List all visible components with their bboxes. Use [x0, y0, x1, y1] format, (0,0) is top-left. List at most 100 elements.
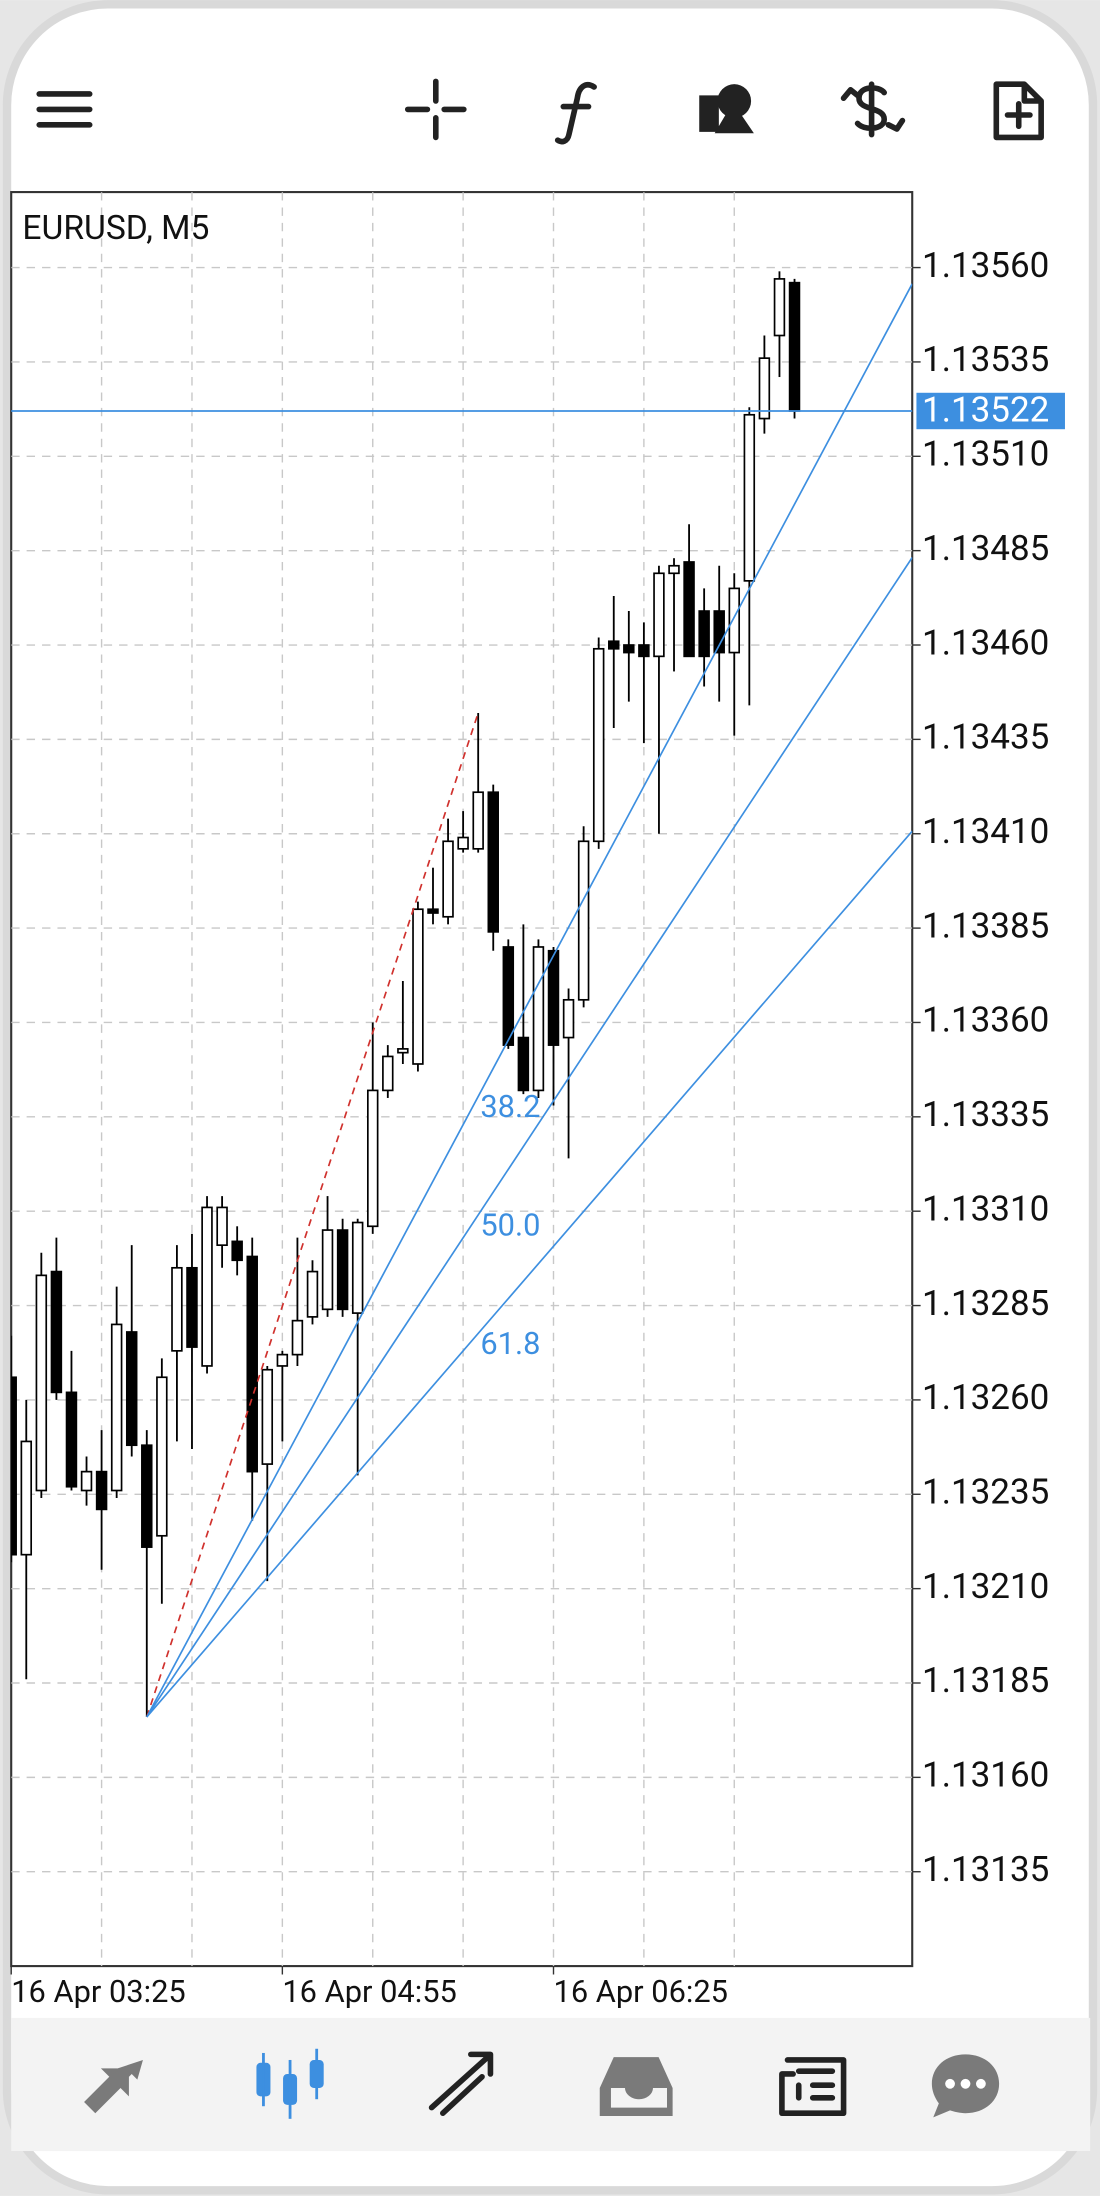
plot-frame [10, 191, 914, 1968]
y-tick-label: 1.13360 [922, 1000, 1049, 1041]
candle-body [713, 610, 725, 654]
candle-body [427, 908, 439, 914]
candle-body [397, 1048, 409, 1054]
fan-label: 61.8 [480, 1325, 540, 1362]
history-tab[interactable] [599, 2057, 673, 2117]
news-tab[interactable] [779, 2057, 847, 2117]
y-tick-label: 1.13435 [922, 717, 1049, 758]
y-tick-label: 1.13385 [922, 905, 1049, 946]
y-tick-label: 1.13510 [922, 434, 1049, 475]
candle-body [517, 1036, 530, 1092]
trade-button[interactable] [840, 81, 906, 138]
candle-body [412, 908, 424, 1065]
y-tick-label: 1.13310 [922, 1188, 1049, 1229]
candle-body [351, 1221, 364, 1314]
candle-body [125, 1331, 138, 1447]
candle-body [608, 640, 620, 650]
y-tick-label: 1.13460 [922, 622, 1049, 663]
candle-body [35, 1274, 48, 1492]
candle-body [65, 1391, 78, 1488]
y-tick-label: 1.13185 [922, 1660, 1049, 1701]
fan-line [146, 557, 913, 1718]
candle-body [487, 791, 499, 933]
candle-body [321, 1229, 334, 1311]
candle-body [141, 1444, 153, 1548]
quotes-tab[interactable] [84, 2059, 143, 2114]
nav-bar [11, 2017, 1091, 2152]
y-tick-label: 1.13335 [922, 1094, 1049, 1135]
y-tick-label: 1.13560 [922, 245, 1049, 286]
candle-body [457, 836, 469, 850]
candle-body [472, 791, 484, 850]
y-tick-label: 1.13160 [922, 1755, 1049, 1796]
candle-body [201, 1206, 213, 1367]
candle-body [246, 1255, 258, 1473]
trade-tab[interactable] [428, 2051, 494, 2117]
y-tick-label: 1.13285 [922, 1283, 1049, 1324]
candle-body [728, 587, 741, 654]
plot-area [10, 191, 914, 1968]
candle-body [171, 1266, 183, 1352]
messages-tab[interactable] [931, 2054, 1000, 2118]
candle-body [758, 357, 771, 420]
indicators-button[interactable] [554, 82, 597, 145]
candle-body [623, 644, 635, 654]
fan-label: 38.2 [480, 1088, 540, 1125]
candle-body [50, 1270, 63, 1394]
candle-body [698, 610, 710, 658]
y-tick-label: 1.13535 [922, 339, 1049, 380]
y-tick-label: 1.13210 [922, 1566, 1049, 1607]
candle-body [276, 1353, 289, 1367]
candle-body [532, 946, 545, 1092]
candle-body [11, 1376, 17, 1556]
candle-body [668, 564, 680, 575]
fan-line [146, 283, 913, 1718]
candle-body [442, 840, 454, 918]
menu-button[interactable] [36, 91, 93, 128]
candle-body [562, 998, 575, 1039]
candle-body [683, 561, 695, 658]
candle-body [366, 1089, 379, 1228]
candle-body [20, 1440, 33, 1556]
crosshair-button[interactable] [404, 78, 467, 141]
fan-label: 50.0 [480, 1207, 540, 1244]
current-price-box [916, 392, 1065, 430]
x-tick-label: 16 Apr 04:55 [282, 1973, 457, 2010]
candle-body [653, 572, 665, 658]
candle-body [336, 1229, 349, 1311]
chart-tab[interactable] [256, 2048, 324, 2119]
candle-body [788, 281, 801, 412]
plot-content [11, 192, 913, 1967]
objects-button[interactable] [699, 84, 754, 134]
toolbar [36, 78, 1044, 145]
y-tick-label: 1.13485 [922, 528, 1049, 569]
candle-body [95, 1470, 108, 1511]
candle-body [743, 413, 756, 582]
bottom-nav [11, 2017, 1091, 2152]
candle-body [592, 647, 605, 843]
candle-body [773, 278, 786, 337]
candle-body [216, 1206, 228, 1247]
x-tick-label: 16 Apr 03:25 [11, 1973, 186, 2010]
fan-line [146, 830, 913, 1718]
candle-body [231, 1240, 243, 1262]
candle-body [638, 644, 650, 658]
candle-body [306, 1270, 319, 1318]
y-tick-label: 1.13135 [922, 1849, 1049, 1890]
y-tick-label: 1.13260 [922, 1377, 1049, 1418]
candle-body [261, 1368, 274, 1465]
new-order-button[interactable] [993, 81, 1044, 141]
x-tick-label: 16 Apr 06:25 [554, 1973, 729, 2010]
candle-body [110, 1323, 123, 1492]
candle-body [80, 1470, 93, 1492]
candle-body [156, 1376, 168, 1537]
chart-title: EURUSD, M5 [22, 209, 209, 248]
candle-body [547, 949, 560, 1046]
y-tick-label: 1.13410 [922, 811, 1049, 852]
candle-body [382, 1055, 394, 1092]
y-tick-label: 1.13235 [922, 1472, 1049, 1513]
candle-body [502, 946, 515, 1046]
current-price-label: 1.13522 [922, 390, 1049, 431]
candle-body [186, 1266, 198, 1348]
